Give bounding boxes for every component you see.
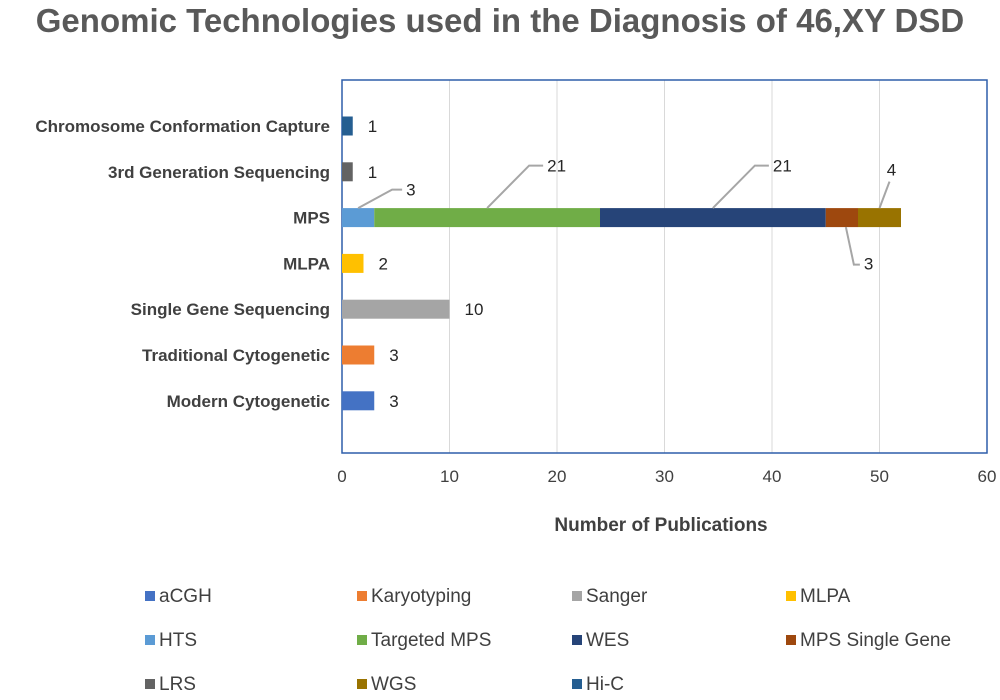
leader-line: [844, 226, 860, 266]
bar-segment: [342, 391, 375, 411]
x-axis-title: Number of Publications: [554, 515, 767, 536]
category-label: Modern Cytogenetic: [167, 392, 330, 411]
legend-label: Targeted MPS: [371, 630, 491, 651]
legend-swatch: [572, 635, 582, 645]
data-label: 3: [864, 255, 873, 274]
bar-segment: [342, 116, 353, 136]
legend-swatch: [572, 679, 582, 689]
bar-segment: [342, 345, 375, 365]
leader-line: [357, 188, 403, 209]
legend-swatch: [572, 591, 582, 601]
category-label: Chromosome Conformation Capture: [35, 117, 330, 136]
legend-swatch: [786, 635, 796, 645]
legend-label: aCGH: [159, 586, 212, 607]
bar-segment: [342, 299, 450, 319]
bar-segment: [600, 208, 826, 228]
legend-label: MPS Single Gene: [800, 630, 951, 651]
legend-label: MLPA: [800, 586, 851, 607]
bars: [342, 116, 901, 411]
legend: aCGH Karyotyping Sanger MLPA HTS Targeted MPS…: [145, 586, 951, 695]
data-label: 4: [887, 161, 896, 180]
data-label: 1: [368, 163, 377, 182]
data-label: 21: [547, 157, 566, 176]
legend-swatch: [357, 635, 367, 645]
gridlines: [449, 80, 880, 453]
category-label: Traditional Cytogenetic: [142, 346, 330, 365]
bar-segment: [858, 208, 901, 228]
x-tick-label: 50: [870, 467, 889, 486]
x-axis-ticks: 0 10 20 30 40 50 60: [337, 467, 996, 486]
category-label: 3rd Generation Sequencing: [108, 163, 330, 182]
legend-swatch: [145, 679, 155, 689]
legend-label: Hi-C: [586, 674, 624, 695]
legend-label: Karyotyping: [371, 586, 471, 607]
legend-swatch: [786, 591, 796, 601]
x-tick-label: 30: [655, 467, 674, 486]
x-tick-label: 40: [763, 467, 782, 486]
data-label: 3: [389, 346, 398, 365]
legend-label: WES: [586, 630, 629, 651]
data-label: 10: [465, 300, 484, 319]
category-label: Single Gene Sequencing: [131, 300, 330, 319]
x-tick-label: 10: [440, 467, 459, 486]
x-tick-label: 20: [548, 467, 567, 486]
bar-segment: [825, 208, 858, 228]
chart-title: Genomic Technologies used in the Diagnos…: [35, 2, 965, 39]
legend-swatch: [357, 679, 367, 689]
data-labels: 1 1 3 21 21 3 4 2 10 3 3: [357, 117, 896, 411]
legend-swatch: [145, 591, 155, 601]
legend-label: HTS: [159, 630, 197, 651]
leader-line: [486, 164, 544, 209]
legend-label: Sanger: [586, 586, 648, 607]
legend-label: LRS: [159, 674, 196, 695]
data-label: 1: [368, 117, 377, 136]
legend-label: WGS: [371, 674, 416, 695]
data-label: 21: [773, 157, 792, 176]
bar-segment: [342, 253, 364, 273]
category-labels: Chromosome Conformation Capture 3rd Gener…: [35, 117, 330, 411]
leader-line: [878, 181, 891, 209]
data-label: 3: [406, 181, 415, 200]
category-label: MLPA: [283, 254, 330, 273]
data-label: 3: [389, 392, 398, 411]
bar-segment: [342, 208, 375, 228]
legend-swatch: [357, 591, 367, 601]
x-tick-label: 0: [337, 467, 346, 486]
x-tick-label: 60: [978, 467, 997, 486]
data-label: 2: [379, 254, 388, 273]
bar-segment: [374, 208, 600, 228]
category-label: MPS: [293, 209, 330, 228]
leader-line: [712, 164, 769, 209]
legend-swatch: [145, 635, 155, 645]
bar-segment: [342, 162, 353, 182]
